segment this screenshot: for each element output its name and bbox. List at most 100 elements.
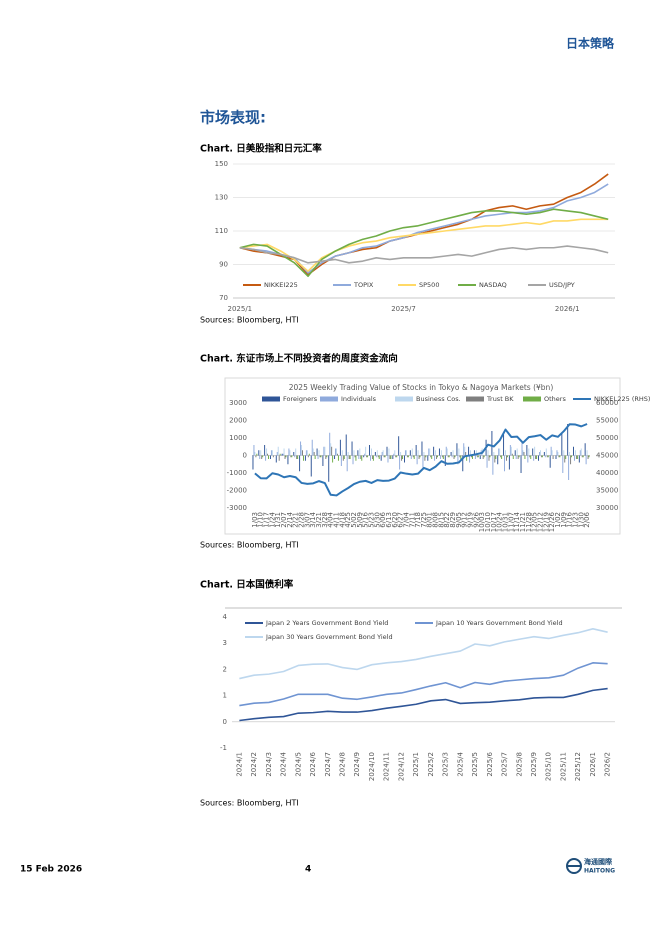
x-tick-label: 1/09 <box>560 512 568 528</box>
bar <box>405 450 407 456</box>
bar <box>494 455 496 463</box>
x-tick-label: 2024/9 <box>353 752 361 777</box>
x-tick-label: 7/04 <box>402 511 410 527</box>
bar <box>380 455 382 461</box>
x-tick-label: 2024/12 <box>397 752 405 781</box>
bar <box>345 434 347 456</box>
logo-text: HAITONG <box>584 868 615 875</box>
bar <box>328 455 330 482</box>
x-tick-label: 8/08 <box>432 512 440 528</box>
legend-label: Foreigners <box>283 395 318 403</box>
bar <box>456 443 458 456</box>
y-tick-label: 2 <box>223 665 227 673</box>
legend-label: Japan 30 Years Government Bond Yield <box>265 633 393 641</box>
bar <box>402 455 404 459</box>
x-tick-label: 9/19 <box>467 512 475 528</box>
chart-caption: Chart. 日美股指和日元汇率 <box>200 143 322 155</box>
bar <box>433 446 435 456</box>
bar <box>431 455 433 459</box>
bar <box>383 455 385 458</box>
x-tick-label: 11/28 <box>525 512 533 532</box>
x-tick-label: 9/12 <box>461 512 469 528</box>
legend-label: Individuals <box>341 395 377 403</box>
bar <box>366 455 368 458</box>
bar <box>439 455 441 459</box>
x-tick-label: 2025/3 <box>442 752 450 777</box>
bar <box>422 455 424 468</box>
bar <box>451 455 453 458</box>
bar <box>503 434 505 456</box>
bar <box>562 455 564 473</box>
bar <box>410 455 412 459</box>
x-tick-label: 1/31 <box>274 512 282 528</box>
x-tick-label: 11/21 <box>519 512 527 532</box>
bar <box>512 455 514 459</box>
y2-tick-label: 45000 <box>596 452 618 460</box>
bar <box>430 455 432 458</box>
bar <box>527 455 529 463</box>
bar <box>352 455 354 465</box>
bar <box>559 455 561 458</box>
y2-tick-label: 35000 <box>596 487 618 495</box>
x-tick-label: 12/12 <box>536 512 544 532</box>
bar <box>515 455 517 459</box>
y-tick-label: 2000 <box>229 417 247 425</box>
bar <box>387 455 389 463</box>
bar <box>578 455 580 463</box>
legend-label: Business Cos. <box>416 395 461 403</box>
bar <box>445 446 447 456</box>
bar <box>573 455 575 461</box>
bar <box>353 450 355 456</box>
bar <box>348 455 350 459</box>
legend-swatch <box>523 396 541 402</box>
bar <box>516 448 518 456</box>
bar <box>253 445 255 456</box>
bar <box>506 455 508 458</box>
bar <box>511 453 513 456</box>
legend-swatch <box>395 396 413 402</box>
bar <box>395 455 397 458</box>
bar <box>382 450 384 456</box>
bar <box>454 455 456 458</box>
bar <box>441 455 443 458</box>
x-tick-label: 2/21 <box>292 512 300 528</box>
y-tick-label: 3 <box>223 639 227 647</box>
bar <box>411 448 413 456</box>
bar <box>388 448 390 456</box>
y-tick-label: -1000 <box>227 469 247 477</box>
bar <box>291 455 293 458</box>
x-tick-label: 8/22 <box>443 512 451 528</box>
bar <box>267 453 269 456</box>
bar <box>434 455 436 461</box>
bar <box>466 455 468 461</box>
bar <box>486 455 488 468</box>
bar <box>375 455 377 458</box>
legend-label: NIKKEI225 <box>264 281 298 289</box>
x-tick-label: 7/25 <box>420 512 428 528</box>
x-tick-label: 2/14 <box>286 511 294 527</box>
x-tick-label: 12/26 <box>548 511 556 532</box>
line <box>239 627 608 680</box>
y-tick-label: -3000 <box>227 504 247 512</box>
footer-date: 15 Feb 2026 <box>20 865 82 875</box>
bar <box>557 452 559 456</box>
x-tick-label: 2025/12 <box>574 752 582 781</box>
bar <box>584 443 586 456</box>
bar <box>322 455 324 466</box>
x-tick-label: 1/30 <box>577 512 585 528</box>
bar <box>475 450 477 456</box>
bar <box>400 452 402 456</box>
bar <box>474 455 476 459</box>
x-tick-label: 1/24 <box>268 511 276 527</box>
bar <box>326 455 328 458</box>
bar <box>357 450 359 456</box>
y-tick-label: -1 <box>220 744 227 752</box>
bar <box>487 450 489 456</box>
x-tick-label: 2024/8 <box>338 752 346 777</box>
legend-label: Japan 10 Years Government Bond Yield <box>435 619 563 627</box>
y-tick-label: 90 <box>219 261 228 269</box>
bar <box>271 450 273 456</box>
bar <box>372 455 374 461</box>
bar <box>275 455 277 463</box>
x-tick-label: 12/05 <box>531 512 539 532</box>
